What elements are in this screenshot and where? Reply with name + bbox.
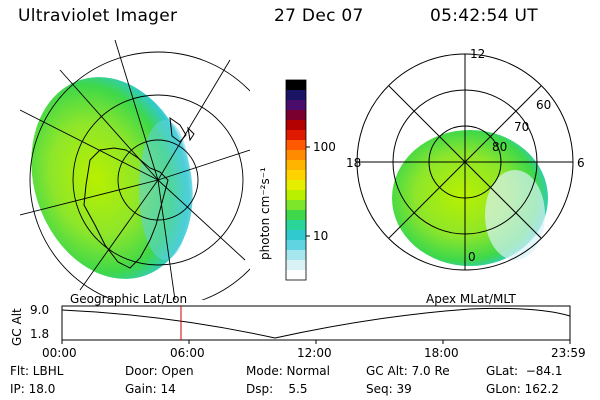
map-meridian xyxy=(157,149,250,181)
color-bar xyxy=(286,80,306,281)
geographic-image xyxy=(20,40,250,300)
status-ip: IP: 18.0 xyxy=(10,382,56,396)
mlt-label-12: 12 xyxy=(470,47,486,61)
altitude-plot xyxy=(61,305,571,344)
mlt-line-diag xyxy=(388,85,542,239)
time-tick-0000: 00:00 xyxy=(42,346,77,360)
time-tick-0600: 06:00 xyxy=(170,346,205,360)
color-bar-segment xyxy=(286,90,306,101)
color-bar-segment xyxy=(286,230,306,241)
map-meridian xyxy=(79,179,159,291)
color-bar-segment xyxy=(286,110,306,121)
color-bar-segment xyxy=(286,160,306,171)
mlat-label-70: 70 xyxy=(514,120,530,134)
altitude-tick-high: 9.0 xyxy=(30,303,50,317)
instrument-title: Ultraviolet Imager xyxy=(18,6,178,26)
map-meridian xyxy=(157,179,176,300)
mlt-label-18: 18 xyxy=(346,156,362,170)
polar-plot xyxy=(356,53,574,271)
status-dsp: Dsp: 5.5 xyxy=(246,382,308,396)
color-bar-segment xyxy=(286,140,306,151)
time-tick-1200: 12:00 xyxy=(297,346,332,360)
color-bar-segment xyxy=(286,150,306,161)
altitude-axis-label: GC Alt xyxy=(10,308,24,346)
mlt-label-6: 6 xyxy=(577,156,585,170)
color-bar-segment xyxy=(286,190,306,201)
map-meridian xyxy=(157,179,246,261)
colorbar-tick-label-10: 10 xyxy=(313,229,329,243)
color-bar-segment xyxy=(286,250,306,261)
color-bar-segment xyxy=(286,260,306,271)
time-tick-2359: 23:59 xyxy=(551,346,586,360)
color-bar-segment xyxy=(286,80,306,91)
mlat-label-60: 60 xyxy=(536,98,552,112)
status-glon: GLon: 162.2 xyxy=(486,382,559,396)
geographic-panel-label: Geographic Lat/Lon xyxy=(70,292,188,306)
map-meridian xyxy=(20,179,159,216)
color-bar-frame xyxy=(285,79,307,281)
status-door: Door: Open xyxy=(125,364,194,378)
mlt-label-0: 0 xyxy=(468,250,476,264)
map-meridian xyxy=(20,109,159,181)
altitude-tick-low: 1.8 xyxy=(30,327,50,341)
map-lat-ring-1 xyxy=(117,139,199,221)
status-glat: GLat: −84.1 xyxy=(486,364,563,378)
altitude-curve xyxy=(61,307,571,339)
color-bar-segment xyxy=(286,270,306,281)
mlat-label-80: 80 xyxy=(492,140,508,154)
map-meridian xyxy=(157,59,231,181)
color-bar-segment xyxy=(286,220,306,231)
color-bar-segment xyxy=(286,120,306,131)
colorbar-unit-label: photon cm⁻²s⁻¹ xyxy=(258,167,272,260)
map-lat-ring-3 xyxy=(29,51,250,300)
color-bar-segment xyxy=(286,100,306,111)
status-gain: Gain: 14 xyxy=(125,382,176,396)
colorbar-tick-label-100: 100 xyxy=(313,140,336,154)
apex-panel-label: Apex MLat/MLT xyxy=(426,292,516,306)
color-bar-segment xyxy=(286,170,306,181)
map-meridian xyxy=(114,40,159,181)
color-bar-segment xyxy=(286,240,306,251)
altitude-frame xyxy=(61,305,571,341)
status-gc-alt: GC Alt: 7.0 Re xyxy=(366,364,450,378)
status-mode: Mode: Normal xyxy=(246,364,330,378)
time-label: 05:42:54 UT xyxy=(430,6,538,26)
color-bar-segment xyxy=(286,180,306,191)
time-tick-1800: 18:00 xyxy=(424,346,459,360)
color-bar-segment xyxy=(286,210,306,221)
map-meridian xyxy=(59,69,159,181)
map-lat-ring-2 xyxy=(72,94,244,266)
date-label: 27 Dec 07 xyxy=(274,6,364,26)
color-bar-segment xyxy=(286,200,306,211)
status-filter: Flt: LBHL xyxy=(10,364,64,378)
status-seq: Seq: 39 xyxy=(366,382,412,396)
color-bar-segment xyxy=(286,130,306,141)
